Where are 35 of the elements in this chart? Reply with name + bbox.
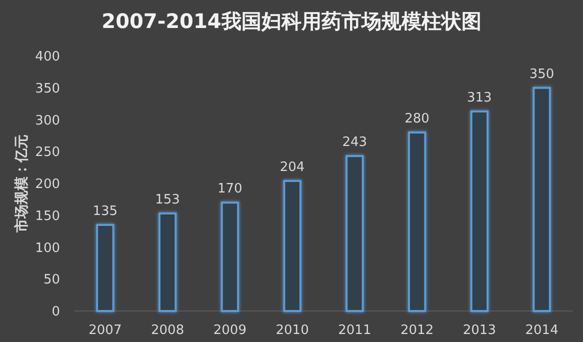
data-label: 153 <box>155 192 180 208</box>
bar <box>96 224 114 312</box>
bar <box>283 180 302 312</box>
y-tick-label: 50 <box>43 272 60 288</box>
y-tick-label: 400 <box>35 50 60 65</box>
bar <box>220 202 240 312</box>
y-tick-label: 200 <box>35 177 60 192</box>
y-tick-label: 300 <box>35 113 60 128</box>
data-label: 204 <box>280 160 305 175</box>
bar <box>158 212 177 312</box>
data-label: 350 <box>529 66 554 82</box>
x-tick-label: 2007 <box>88 323 122 338</box>
data-label: 313 <box>467 90 492 106</box>
data-label: 135 <box>92 204 118 219</box>
x-tick-label: 2011 <box>338 323 372 338</box>
bar <box>470 110 489 312</box>
y-tick-label: 350 <box>35 81 60 96</box>
chart-title: 2007-2014我国妇科用药市场规模柱状图 <box>102 9 482 33</box>
x-tick-label: 2008 <box>151 323 184 338</box>
x-tick-label: 2009 <box>213 323 246 338</box>
data-label: 280 <box>404 112 430 126</box>
data-label: 170 <box>218 182 242 197</box>
y-tick-label: 0 <box>52 304 60 320</box>
y-tick-label: 250 <box>35 145 60 160</box>
x-tick-label: 2013 <box>462 323 496 338</box>
x-tick-label: 2010 <box>276 323 309 338</box>
data-label: 243 <box>342 135 368 150</box>
x-tick-label: 2012 <box>400 323 434 338</box>
x-tick-label: 2014 <box>525 323 558 338</box>
y-tick-label: 150 <box>35 208 60 224</box>
bar <box>346 155 364 312</box>
bar <box>532 86 551 312</box>
y-axis-title: 市场规模：亿元 <box>13 134 30 234</box>
bar <box>408 132 426 312</box>
y-tick-label: 100 <box>35 240 60 256</box>
